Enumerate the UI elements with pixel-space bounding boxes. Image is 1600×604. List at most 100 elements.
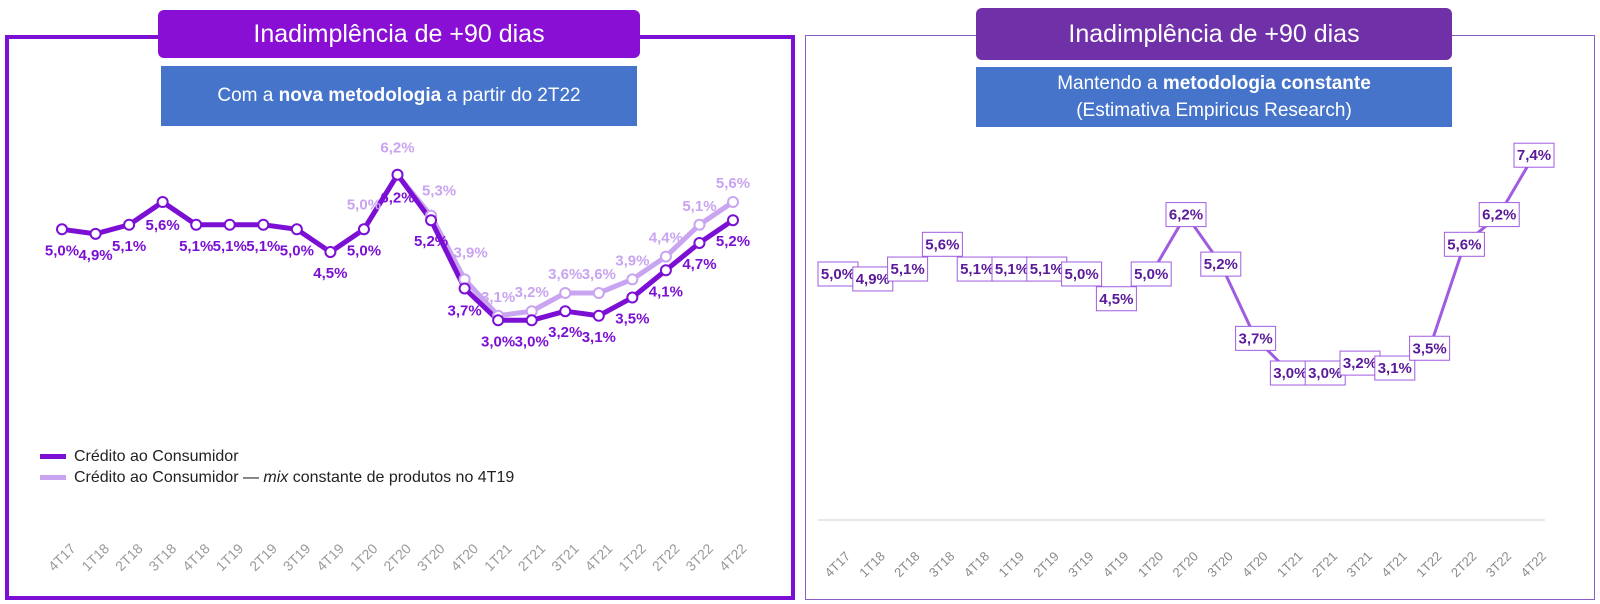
series-dark-point — [559, 305, 572, 318]
data-label: 3,0% — [1273, 365, 1307, 382]
legend-item-dark: Crédito ao Consumidor — [40, 448, 239, 466]
series-dark-point — [257, 218, 270, 231]
data-label-box — [1478, 202, 1520, 228]
series-dark-point — [659, 264, 672, 277]
data-label-box — [991, 256, 1033, 282]
series-dark-point — [492, 314, 505, 327]
series-dark-point — [626, 291, 639, 304]
right-subtitle-line1: Mantendo a metodologia constante — [976, 70, 1452, 97]
right-subtitle-pre: Mantendo a — [1057, 73, 1163, 94]
series-light-point — [559, 287, 572, 299]
series-dark-point — [190, 218, 203, 231]
dark-data-label: 3,2% — [548, 324, 582, 341]
left-chart-subtitle: Com a nova metodologia a partir do 2T22 — [161, 66, 637, 126]
x-axis-tick-label: 2T20 — [1170, 549, 1202, 581]
left-chart-title: Inadimplência de +90 dias — [158, 10, 640, 58]
light-data-label: 3,9% — [615, 252, 649, 269]
light-data-label: 6,2% — [380, 140, 414, 157]
data-label: 6,2% — [1169, 207, 1203, 224]
dark-data-label: 5,1% — [213, 238, 247, 255]
x-axis-tick-label: 1T20 — [347, 540, 381, 574]
series-light-point — [727, 196, 739, 208]
x-axis-tick-label: 3T18 — [145, 540, 179, 574]
x-axis-tick-label: 2T22 — [1448, 549, 1480, 581]
dark-data-label: 3,1% — [582, 329, 616, 346]
data-label-box — [1304, 360, 1346, 386]
light-data-label: 5,3% — [422, 183, 456, 200]
x-axis-tick-label: 1T19 — [213, 540, 247, 574]
series-dark-point — [56, 223, 68, 236]
legend-label-dark: Crédito ao Consumidor — [74, 448, 239, 465]
legend-label-light-post: constante de produtos no 4T19 — [288, 469, 515, 486]
x-axis-tick-label: 4T22 — [716, 540, 750, 574]
data-label: 6,2% — [1482, 207, 1516, 224]
dark-data-label: 3,0% — [515, 333, 549, 350]
dark-data-label: 3,0% — [481, 333, 515, 350]
data-label: 5,0% — [1134, 266, 1168, 283]
series-dark-point — [592, 309, 605, 322]
x-axis-tick-label: 4T21 — [1378, 549, 1410, 581]
right-subtitle-bold: metodologia constante — [1162, 73, 1371, 94]
x-axis-tick-label: 3T18 — [926, 549, 958, 581]
series-dark-point — [123, 218, 136, 231]
dark-data-label: 4,1% — [649, 283, 683, 300]
dark-data-label: 3,7% — [447, 302, 481, 319]
x-axis-tick-label: 1T18 — [856, 549, 888, 581]
x-axis-tick-label: 1T19 — [996, 549, 1028, 581]
x-axis-tick-label: 4T19 — [313, 540, 347, 574]
x-axis-tick-label: 4T17 — [45, 540, 79, 574]
x-axis-tick-label: 2T21 — [515, 540, 549, 574]
series-dark-point — [425, 214, 438, 227]
data-label: 5,6% — [1447, 236, 1481, 253]
dark-data-label: 3,5% — [615, 311, 649, 328]
x-axis-tick-label: 4T19 — [1100, 549, 1132, 581]
x-axis-tick-label: 4T18 — [179, 540, 213, 574]
dark-data-label: 5,0% — [45, 242, 79, 259]
x-axis-tick-label: 2T19 — [1030, 549, 1062, 581]
light-data-label: 3,1% — [481, 289, 515, 306]
data-label-box — [1130, 261, 1172, 287]
x-axis-tick-label: 1T20 — [1135, 549, 1167, 581]
dark-data-label: 5,2% — [716, 233, 750, 250]
dark-data-label: 5,1% — [112, 238, 146, 255]
series-dark-point — [290, 223, 303, 236]
series-dark-point — [391, 168, 404, 181]
left-subtitle-post: a partir do 2T22 — [441, 85, 581, 106]
data-label-box — [921, 231, 963, 257]
data-label: 3,0% — [1308, 365, 1342, 382]
series-light-point — [626, 273, 639, 286]
x-axis-tick-label: 3T22 — [682, 540, 716, 574]
x-axis-tick-label: 1T21 — [1274, 549, 1306, 581]
x-axis-tick-label: 4T20 — [447, 540, 481, 574]
data-label: 5,1% — [995, 261, 1029, 278]
light-data-label: 5,1% — [682, 198, 716, 215]
data-label: 4,9% — [856, 271, 890, 288]
data-label: 3,7% — [1238, 330, 1272, 347]
x-axis-tick-label: 4T17 — [822, 549, 854, 581]
legend-label-light-pre: Crédito ao Consumidor — — [74, 469, 264, 486]
x-axis-tick-label: 2T20 — [380, 540, 414, 574]
data-label-box — [1443, 231, 1485, 257]
data-label: 5,1% — [890, 261, 924, 278]
data-label-box — [817, 261, 859, 287]
data-label-box — [1409, 335, 1451, 361]
x-axis-tick-label: 1T22 — [1413, 549, 1445, 581]
data-label-box — [1513, 142, 1555, 168]
data-label-box — [1061, 261, 1103, 287]
data-label: 5,0% — [1064, 266, 1098, 283]
series-light-point — [693, 218, 706, 231]
data-label-box — [956, 256, 998, 282]
legend-label-light-italic: mix — [263, 469, 289, 486]
series-dark-point — [89, 227, 102, 240]
data-label-box — [1026, 256, 1068, 282]
dark-data-label: 6,2% — [380, 190, 414, 207]
left-subtitle-bold: nova metodologia — [278, 85, 442, 106]
series-dark-point — [693, 236, 706, 249]
series-dark-point — [357, 223, 370, 236]
data-label: 4,5% — [1099, 291, 1133, 308]
light-data-label: 3,9% — [453, 244, 487, 261]
x-axis-tick-label: 4T18 — [961, 549, 993, 581]
data-label-box — [1235, 325, 1277, 351]
data-label-box — [887, 256, 929, 282]
series-dark-point — [525, 314, 538, 327]
